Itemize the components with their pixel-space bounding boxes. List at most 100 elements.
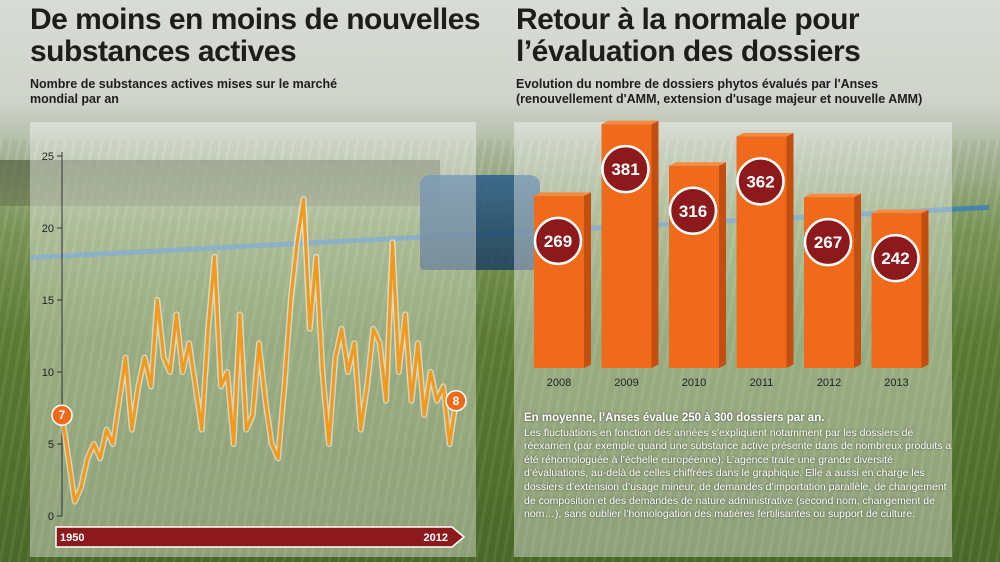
line-point (225, 370, 229, 374)
note-lead: En moyenne, l’Anses évalue 250 à 300 dos… (524, 412, 825, 424)
line-point (289, 298, 293, 302)
right-subtitle-line1: Evolution du nombre de dossiers phytos é… (516, 77, 879, 91)
bar-value-label: 267 (814, 233, 842, 252)
bar-side (719, 162, 726, 368)
line-point (219, 384, 223, 388)
time-axis-arrow (55, 526, 466, 548)
line-point (111, 442, 115, 446)
bar-side (786, 132, 794, 368)
line-point (130, 428, 134, 432)
left-title: De moins en moins de nouvelles substance… (30, 3, 481, 68)
bar-side (921, 209, 929, 368)
bar-value-bubble (601, 144, 650, 194)
line-point (352, 341, 356, 345)
line-point (365, 384, 369, 388)
bar-value-label: 381 (611, 160, 639, 179)
line-point (416, 341, 420, 345)
bar-top (736, 132, 794, 137)
bar-top (871, 209, 929, 214)
bar-category-label: 2013 (884, 377, 908, 389)
left-subtitle-line2: mondial par an (30, 92, 119, 106)
bar-top (669, 162, 726, 166)
line-point (212, 255, 217, 259)
bar-value-bubble (533, 216, 583, 266)
line-point (244, 428, 248, 432)
x-axis-end-label: 2012 (424, 532, 448, 544)
y-tick-label: 10 (42, 367, 54, 379)
line-point (79, 485, 83, 489)
bar-value-bubble (871, 233, 920, 283)
left-title-line1: De moins en moins de nouvelles (30, 3, 481, 36)
line-point (340, 327, 344, 331)
line-point (181, 370, 185, 374)
end-value-marker (445, 390, 467, 412)
y-tick-label: 20 (42, 223, 54, 235)
line-point (403, 312, 407, 316)
line-point (314, 255, 318, 259)
y-tick-label: 0 (48, 511, 54, 523)
right-subtitle: Evolution du nombre de dossiers phytos é… (516, 77, 922, 107)
bar-side (584, 192, 591, 368)
bar-value-bubble (736, 157, 785, 206)
start-value-label: 7 (59, 408, 66, 422)
right-title: Retour à la normale pour l’évaluation de… (516, 3, 861, 68)
start-value-marker (51, 404, 73, 426)
bar-value-label: 242 (881, 249, 909, 268)
right-title-line2: l’évaluation des dossiers (516, 35, 861, 68)
line-point (409, 399, 414, 403)
line-point (187, 341, 191, 345)
line-point (378, 341, 382, 345)
bar-category-label: 2010 (682, 377, 706, 389)
bar-category-label: 2008 (547, 377, 571, 389)
line-point (231, 442, 236, 446)
line-point (301, 197, 306, 201)
line-point (276, 456, 280, 460)
line-point (320, 370, 325, 374)
bar-side (651, 120, 659, 368)
line-point (238, 312, 242, 316)
line-point (117, 399, 121, 403)
end-value-label: 8 (453, 394, 460, 408)
bar-category-label: 2011 (750, 377, 774, 389)
line-point (174, 312, 178, 316)
line-point (441, 384, 445, 388)
right-subtitle-line2: (renouvellement d'AMM, extension d'usage… (516, 92, 923, 106)
line-point (92, 442, 96, 446)
bar-category-label: 2009 (614, 377, 638, 389)
background-tractor (420, 175, 540, 270)
bar-category-label: 2012 (817, 377, 841, 389)
y-tick-label: 5 (48, 439, 54, 451)
line-point (143, 356, 147, 360)
line-point (397, 370, 401, 374)
bar-value-label: 316 (679, 202, 707, 221)
line-point (200, 428, 204, 432)
line-point (359, 428, 363, 432)
y-tick-label: 25 (42, 151, 54, 163)
line-point (155, 298, 159, 302)
line-point (193, 384, 198, 388)
left-title-line2: substances actives (30, 35, 297, 68)
bar-value-label: 362 (746, 172, 774, 191)
line-point (251, 413, 255, 417)
line-point (149, 384, 153, 388)
left-subtitle: Nombre de substances actives mises sur l… (30, 77, 337, 107)
note-body: Les fluctuations en fonction des années … (524, 426, 952, 521)
line-point (136, 384, 140, 388)
line-point (448, 442, 452, 446)
line-point (333, 356, 337, 360)
line-point (206, 327, 210, 331)
line-point (435, 399, 439, 403)
x-axis-start-label: 1950 (60, 532, 84, 544)
line-point (371, 327, 375, 331)
line-point (257, 341, 261, 345)
line-point (384, 399, 388, 403)
line-point (327, 442, 331, 446)
line-point (104, 428, 109, 432)
left-subtitle-line1: Nombre de substances actives mises sur l… (30, 77, 338, 91)
bar-value-bubble (803, 217, 853, 267)
right-title-line1: Retour à la normale pour (516, 3, 860, 36)
bar-value-bubble (668, 186, 718, 236)
line-point (422, 413, 426, 417)
line-point (282, 384, 287, 388)
